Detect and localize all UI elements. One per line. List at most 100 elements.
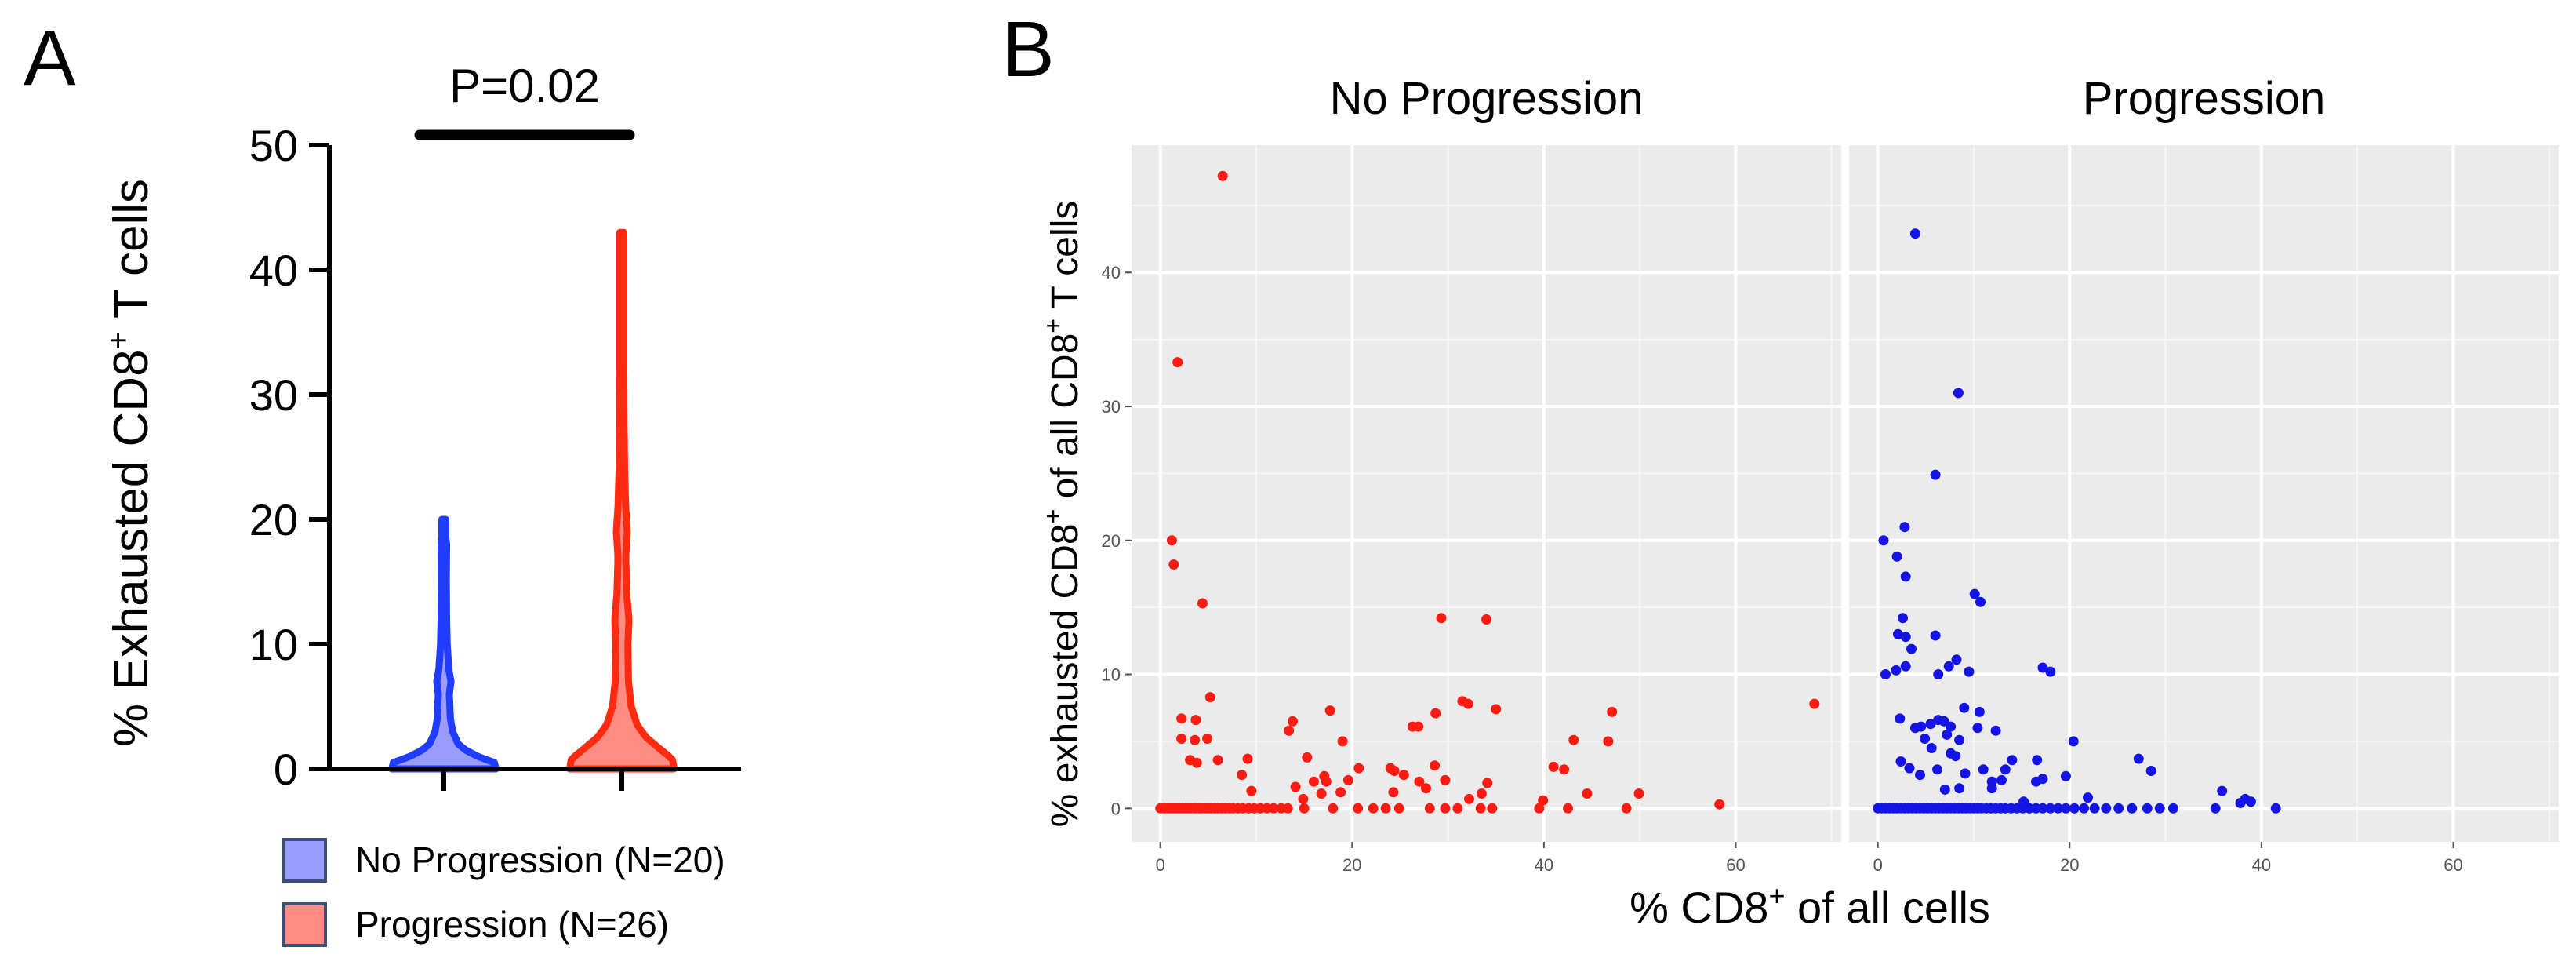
data-point <box>1421 783 1431 794</box>
data-point <box>1946 721 1957 732</box>
data-point <box>1568 734 1579 745</box>
data-point <box>1290 781 1301 792</box>
data-point <box>1880 669 1891 679</box>
data-point <box>1491 704 1502 715</box>
data-point <box>1242 753 1253 764</box>
data-point <box>1996 774 2007 785</box>
data-point <box>2101 803 2112 814</box>
y-tick-label: 10 <box>1102 665 1121 685</box>
violin-progression <box>566 228 678 773</box>
data-point <box>1414 776 1425 787</box>
data-point <box>1424 803 1435 814</box>
data-point <box>2089 803 2100 814</box>
y-tick-label: 20 <box>249 495 298 544</box>
facet-title-progression: Progression <box>2083 73 2325 124</box>
data-point <box>1986 783 1997 794</box>
panel-b-scatter-facets: B 0 20 40 60 0 10 20 30 40 No Progression 0 20 40 60 P… <box>1002 5 2559 932</box>
data-point <box>1321 776 1332 787</box>
data-point <box>1299 803 1310 814</box>
data-point <box>2154 803 2165 814</box>
data-point <box>1891 551 1902 562</box>
data-point <box>1389 766 1400 776</box>
data-point <box>1582 788 1593 799</box>
data-point <box>1942 729 1953 740</box>
data-point <box>1316 788 1327 799</box>
data-point <box>2032 755 2043 766</box>
x-tick-label: 40 <box>1535 855 1553 875</box>
data-point <box>2113 803 2124 814</box>
data-point <box>2068 736 2079 747</box>
violins <box>388 228 678 773</box>
data-point <box>2069 803 2080 814</box>
y-axis-label: % Exhausted CD8+ T cells <box>101 179 158 747</box>
data-point <box>1559 764 1570 775</box>
data-point <box>1288 716 1298 727</box>
data-point <box>1353 763 1364 774</box>
data-point <box>1969 588 1980 599</box>
data-point <box>1563 803 1573 814</box>
data-point <box>1337 736 1348 747</box>
data-point <box>1898 613 1908 624</box>
data-point <box>1380 803 1391 814</box>
data-point <box>1430 760 1440 771</box>
data-point <box>2060 803 2071 814</box>
data-point <box>1953 388 1964 399</box>
data-point <box>1809 698 1820 709</box>
legend-swatch-no-progression <box>282 838 327 883</box>
data-point <box>2060 770 2071 781</box>
data-point <box>1268 803 1279 814</box>
data-point <box>1925 719 1936 730</box>
x-tick-label: 20 <box>1342 855 1361 875</box>
data-point <box>2167 803 2178 814</box>
data-point <box>1960 768 1971 779</box>
legend-label-no-progression: No Progression (N=20) <box>355 839 725 880</box>
data-point <box>1246 785 1257 796</box>
data-point <box>1191 757 1202 768</box>
data-point <box>1930 469 1941 480</box>
data-point <box>1172 357 1183 368</box>
data-point <box>1972 723 1983 734</box>
data-point <box>1932 764 1942 775</box>
data-point <box>1190 734 1201 745</box>
data-point <box>2000 764 2011 775</box>
data-point <box>1714 799 1725 810</box>
data-point <box>1398 770 1409 781</box>
y-tick-label: 40 <box>249 246 298 295</box>
data-point <box>1190 715 1201 726</box>
data-point <box>1462 698 1473 709</box>
data-point <box>1368 803 1379 814</box>
facet-progression: 0 20 40 60 Progression <box>1849 73 2559 875</box>
y-tick-label: 20 <box>1102 531 1121 551</box>
data-point <box>1440 803 1451 814</box>
legend-swatch-progression <box>282 902 327 947</box>
data-point <box>1990 725 2001 736</box>
data-point <box>2210 803 2221 814</box>
data-point <box>1284 725 1295 736</box>
plot-panel-background <box>1849 145 2559 842</box>
data-point <box>1217 170 1228 181</box>
facet-no-progression: 0 20 40 60 0 10 20 30 40 No Progression <box>1102 73 1841 875</box>
data-point <box>1920 734 1931 744</box>
data-point <box>1430 708 1441 719</box>
data-point <box>2037 662 2048 673</box>
data-point <box>1916 721 1927 732</box>
data-point <box>1282 803 1293 814</box>
data-point <box>2235 798 2246 808</box>
data-point <box>1633 788 1644 799</box>
data-point <box>1891 665 1902 676</box>
data-point <box>1328 803 1339 814</box>
violin-no-progression <box>388 515 500 773</box>
x-tick-label: 60 <box>1726 855 1745 875</box>
data-point <box>1904 763 1915 774</box>
data-point <box>1197 598 1208 609</box>
data-point <box>1959 702 1970 713</box>
data-point <box>2145 766 2156 776</box>
data-point <box>1342 774 1353 785</box>
panel-a-violin-plot: A 0 10 20 30 40 50 % Exhausted CD8+ T cells P… <box>24 14 741 947</box>
y-tick-label: 0 <box>274 745 298 794</box>
data-point <box>1899 522 1910 533</box>
data-point <box>1534 803 1545 814</box>
x-tick-label: 60 <box>2443 855 2462 875</box>
data-point <box>1607 706 1618 717</box>
